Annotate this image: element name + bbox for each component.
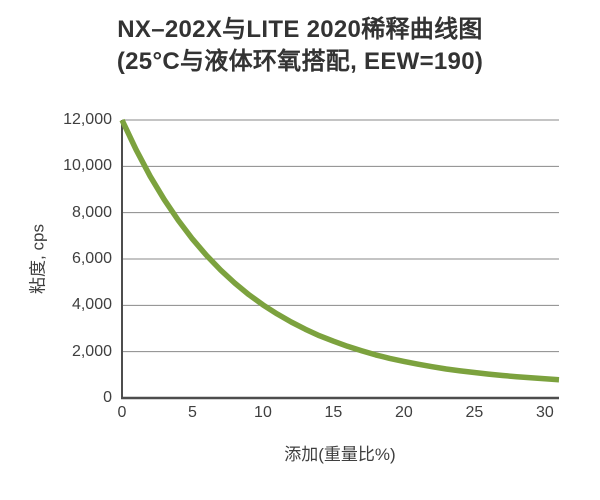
x-tick-label: 25: [465, 404, 484, 421]
x-tick-label: 5: [188, 404, 197, 421]
chart-title: NX–202X与LITE 2020稀释曲线图 (25°C与液体环氧搭配, EEW…: [0, 14, 600, 78]
y-tick-label: 10,000: [63, 157, 112, 175]
x-tick-label: 0: [117, 404, 127, 421]
y-tick-label: 12,000: [63, 111, 112, 128]
y-tick-label: 8,000: [71, 203, 112, 221]
chart-title-line2: (25°C与液体环氧搭配, EEW=190): [116, 48, 484, 75]
x-tick-label: 30: [535, 404, 554, 421]
y-tick-label: 6,000: [71, 250, 112, 267]
chart-title-line1: NX–202X与LITE 2020稀释曲线图: [117, 16, 483, 43]
x-axis-title: 添加(重量比%): [284, 445, 396, 464]
x-tick-label: 15: [324, 404, 343, 421]
dilution-curve: [119, 118, 560, 383]
y-tick-label: 4,000: [71, 296, 112, 314]
x-tick-label: 20: [395, 404, 413, 421]
y-tick-label: 0: [103, 389, 112, 406]
x-tick-label: 10: [254, 404, 272, 421]
y-tick-label: 2,000: [71, 342, 112, 360]
